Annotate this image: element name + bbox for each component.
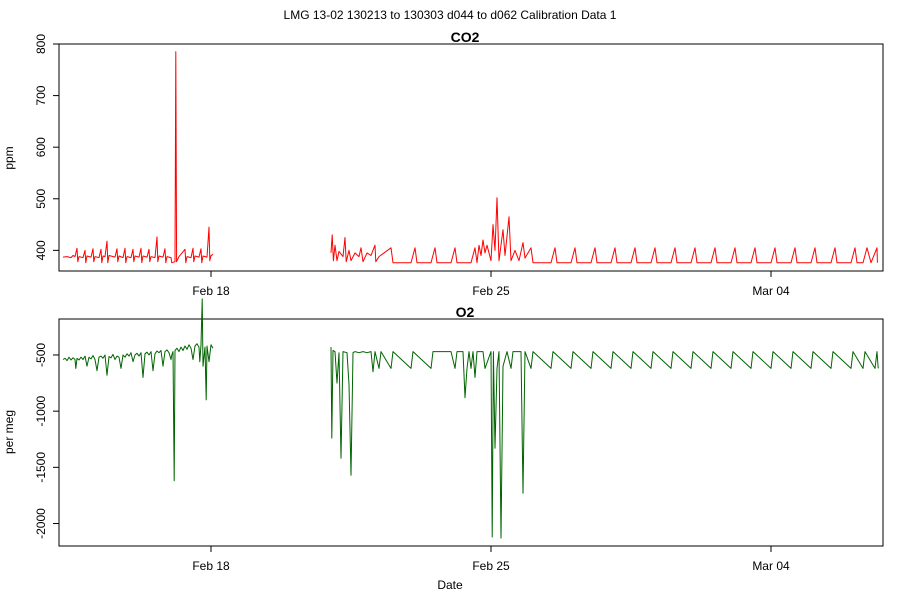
co2-plot-frame [58, 43, 884, 272]
co2-y-tick-label: 600 [34, 137, 48, 157]
co2-series-line [62, 51, 214, 264]
o2-series-line [330, 347, 879, 539]
co2-y-tick-label: 400 [34, 240, 48, 260]
co2-title: CO2 [451, 29, 480, 45]
o2-panel: O2 per meg -2000 -1500 -1000 -500 Feb 18 Feb … [2, 298, 884, 573]
o2-y-tick-label: -1000 [34, 395, 48, 426]
o2-plot-frame [58, 318, 884, 547]
co2-series-line [330, 197, 878, 264]
o2-title: O2 [456, 304, 475, 320]
o2-x-tick-label: Mar 04 [752, 559, 790, 573]
o2-ticks: -2000 -1500 -1000 -500 Feb 18 Feb 25 Mar 04 [34, 343, 790, 573]
o2-x-tick-label: Feb 25 [472, 559, 510, 573]
o2-series [62, 298, 879, 539]
co2-ticks: 400 500 600 700 800 Feb 18 Feb 25 Mar 04 [34, 34, 790, 298]
o2-y-tick-label: -1500 [34, 452, 48, 483]
x-axis-label: Date [437, 578, 463, 592]
o2-y-tick-label: -500 [34, 343, 48, 367]
co2-y-tick-label: 500 [34, 188, 48, 208]
co2-x-tick-label: Feb 18 [192, 284, 230, 298]
co2-panel: CO2 ppm 400 500 600 700 800 Feb 18 Feb 25 Mar 0… [2, 29, 884, 298]
o2-y-tick-label: -2000 [34, 508, 48, 539]
co2-y-tick-label: 700 [34, 85, 48, 105]
figure-suptitle: LMG 13-02 130213 to 130303 d044 to d062 … [284, 8, 617, 22]
co2-y-tick-label: 800 [34, 34, 48, 54]
o2-x-tick-label: Feb 18 [192, 559, 230, 573]
co2-y-axis-label: ppm [2, 146, 16, 169]
o2-series-line [62, 298, 214, 482]
co2-x-tick-label: Mar 04 [752, 284, 790, 298]
co2-x-tick-label: Feb 25 [472, 284, 510, 298]
o2-y-axis-label: per meg [2, 410, 16, 454]
co2-series [62, 51, 878, 264]
